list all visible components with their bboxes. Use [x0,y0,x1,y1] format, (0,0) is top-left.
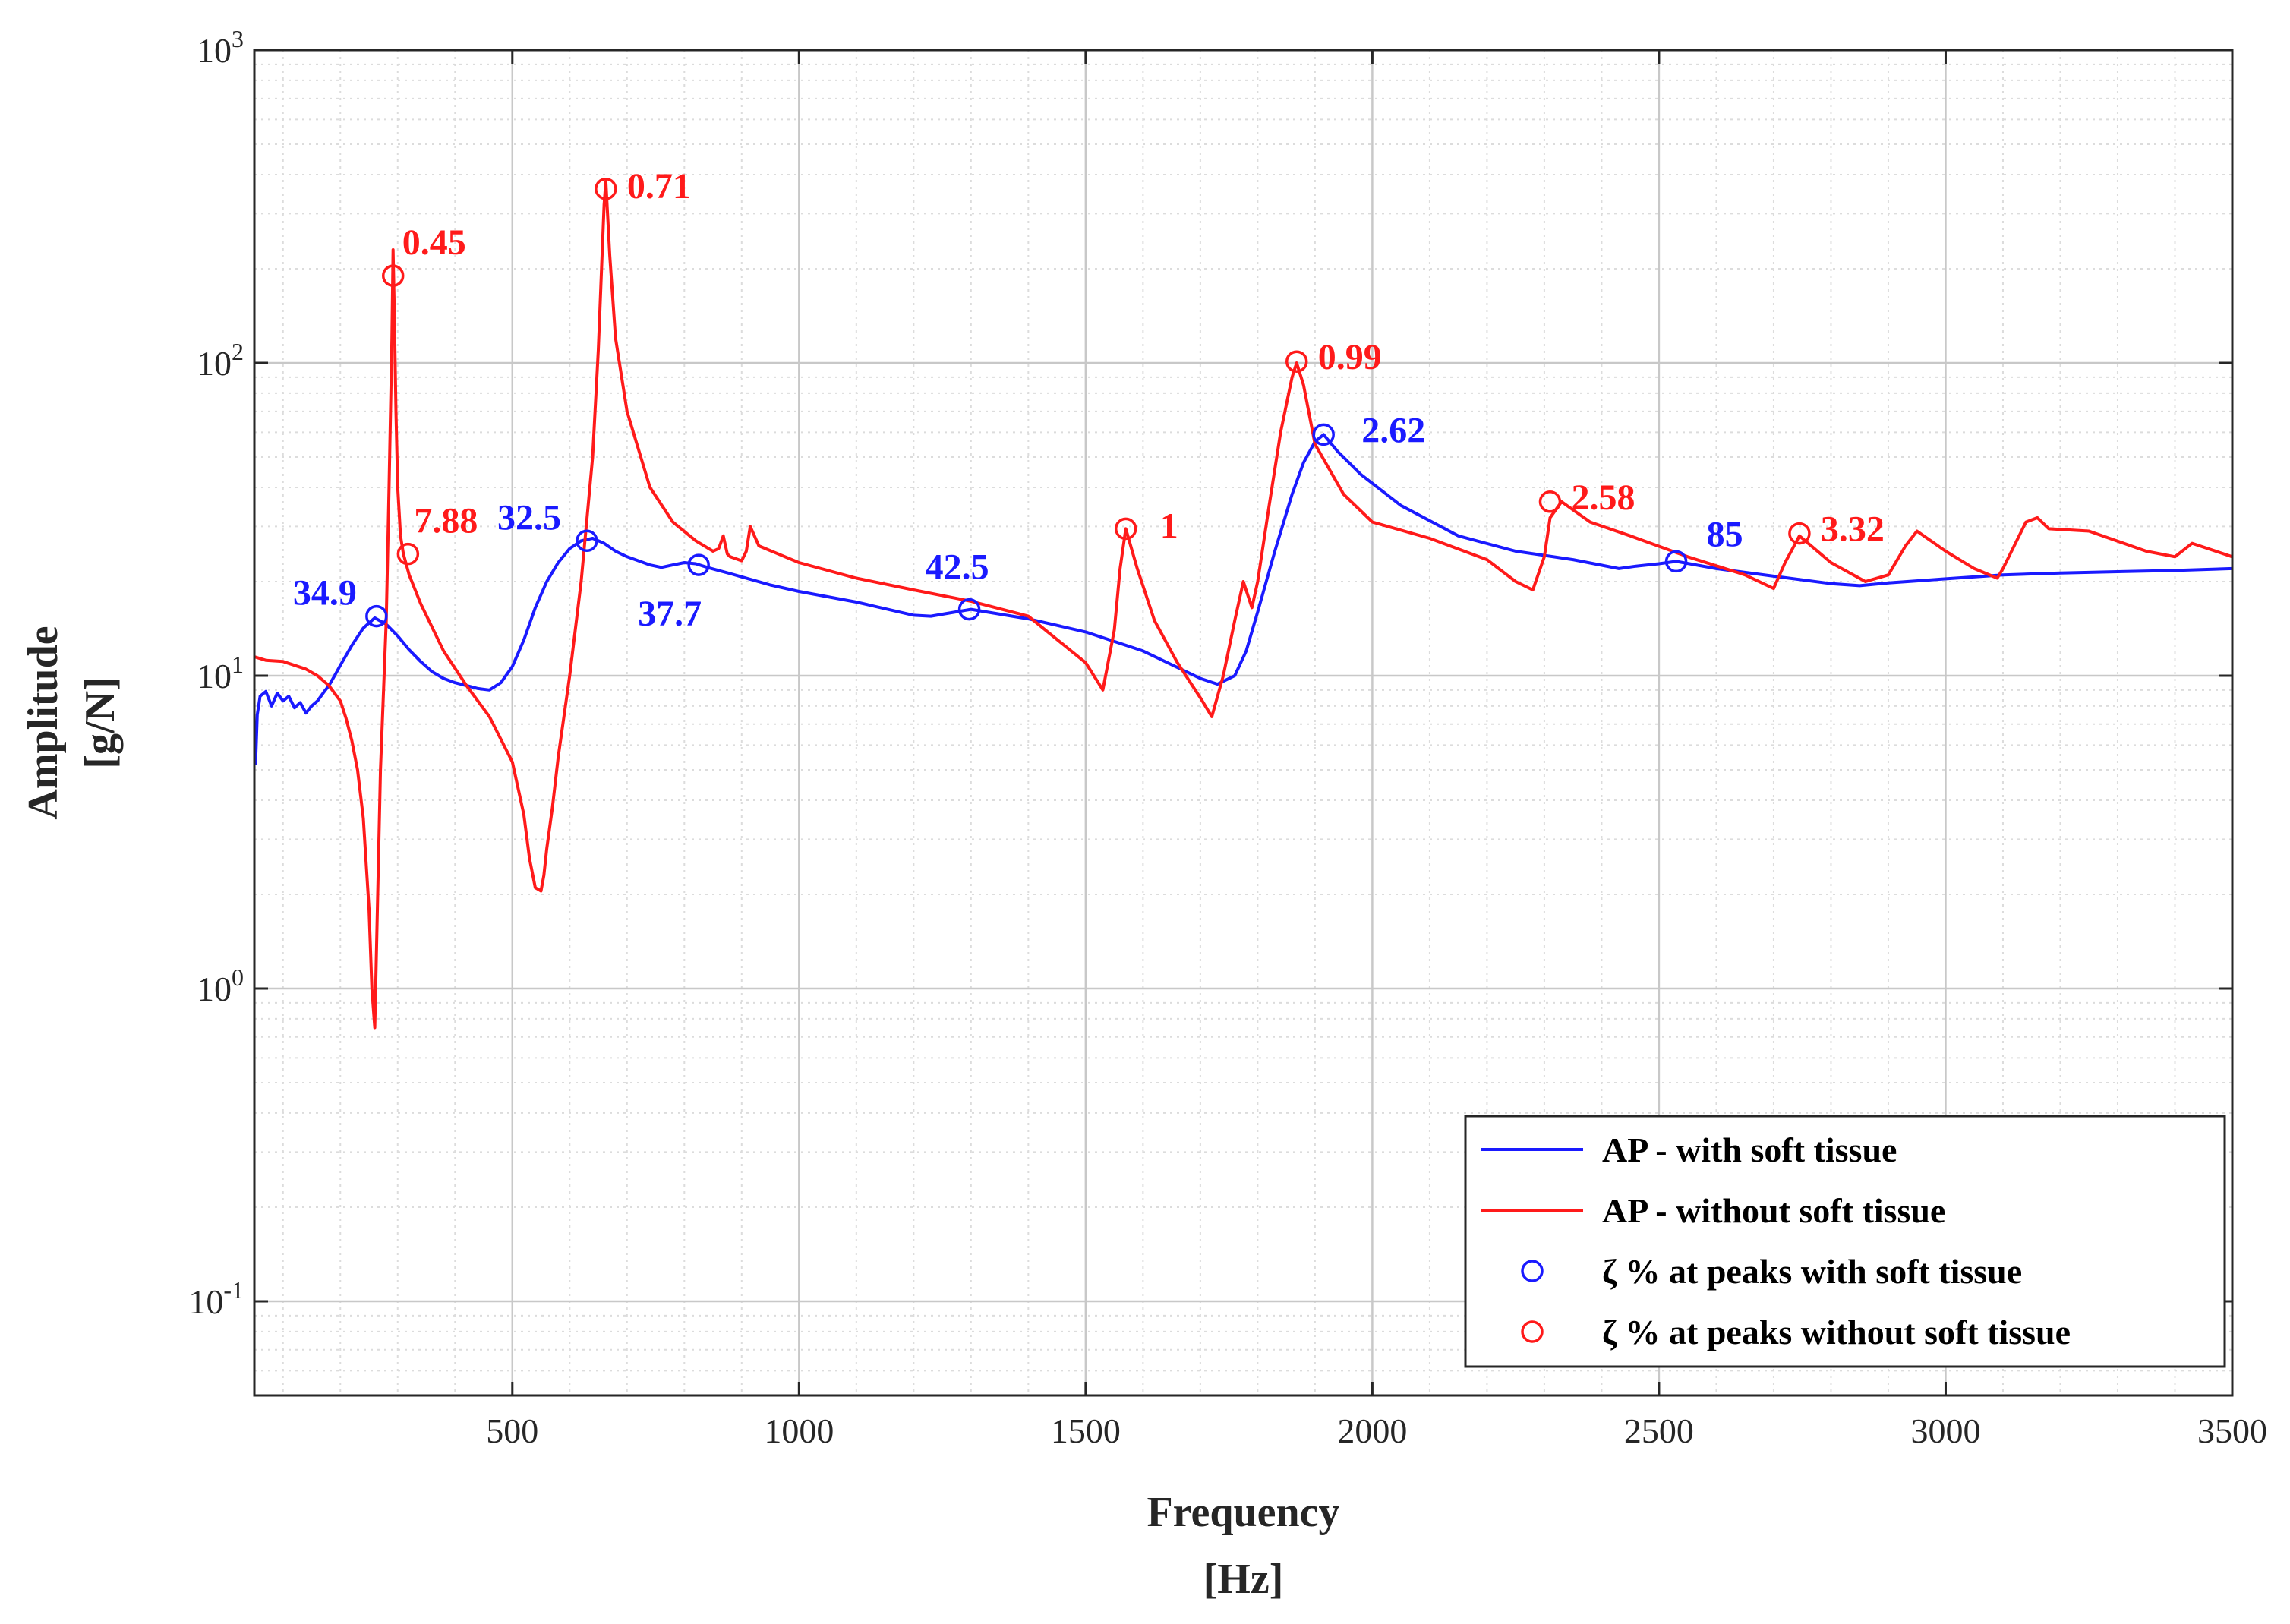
plot-frame [253,49,2234,1397]
y-tick-exponent: 2 [232,338,244,365]
ticks: 500 1000 1500 2000 2500 3000 35001031021011001… [188,25,2267,1450]
y-tick-base: 10 [188,1282,223,1321]
peak-marker-with [1664,550,1688,573]
y-tick-exponent: 1 [232,651,244,678]
legend-label: ζ % at peaks with soft tissue [1602,1252,2022,1291]
legend-label: AP - without soft tissue [1602,1191,1945,1230]
peak-marker-with [1312,423,1335,446]
damping-ratio-label: 0.45 [402,222,466,263]
y-tick-label: 10-1 [188,1276,244,1321]
y-tick-base: 10 [197,657,232,695]
x-tick-label: 500 [486,1411,538,1450]
x-axis-unit: [Hz] [1203,1556,1284,1603]
legend-label: ζ % at peaks without soft tissue [1602,1313,2071,1351]
peak-marker-without [396,542,420,566]
y-tick-exponent: 0 [232,963,244,991]
peak-marker-without [381,264,405,287]
peak-marker-without [595,178,617,200]
legend-marker-swatch [1521,1320,1544,1343]
y-tick-base: 10 [197,344,232,383]
y-tick-label: 100 [197,963,244,1008]
y-tick-base: 10 [197,970,232,1008]
x-tick-label: 2500 [1624,1411,1694,1450]
x-tick-label: 2000 [1337,1411,1407,1450]
y-tick-label: 102 [197,338,244,383]
x-tick-label: 1000 [764,1411,834,1450]
legend: AP - with soft tissue AP - without soft t… [1464,1115,2226,1368]
damping-ratio-label: 37.7 [638,594,702,634]
series-line-without-soft-tissue [254,180,2233,1030]
peak-marker-with [957,598,981,621]
y-tick-exponent: 3 [232,25,244,52]
damping-ratio-label: 0.99 [1318,337,1382,377]
x-tick-label: 3000 [1910,1411,1980,1450]
peak-marker-without [1788,522,1811,545]
peak-marker-without [1538,490,1562,513]
legend-marker-swatch [1521,1260,1544,1282]
peak-marker-without [1114,517,1137,541]
y-tick-label: 103 [197,25,244,70]
peak-marker-with [365,604,388,628]
damping-ratio-label: 0.71 [627,166,691,207]
peak-marker-with [576,529,598,553]
peak-marker-with [687,553,710,576]
x-axis-title: Frequency [1147,1489,1339,1536]
series-layer [254,180,2233,1030]
damping-ratio-label: 7.88 [414,501,478,541]
x-tick-label: 3500 [2197,1411,2267,1450]
y-tick-label: 101 [197,651,244,695]
damping-ratio-label: 2.62 [1361,410,1425,450]
damping-ratio-label: 42.5 [926,547,989,588]
legend-label: AP - with soft tissue [1602,1130,1897,1169]
y-axis-unit: [g/N] [77,676,124,768]
damping-ratio-label: 2.58 [1571,478,1635,518]
peak-marker-without [1285,350,1308,373]
damping-ratio-label: 3.32 [1821,509,1885,550]
damping-ratio-label: 34.9 [293,573,357,613]
axis-titles: Frequency [Hz] Amplitude [g/N] [20,626,1340,1603]
y-axis-title: Amplitude [20,626,67,819]
y-tick-exponent: -1 [223,1276,244,1304]
series-line-with-soft-tissue [254,433,2233,765]
damping-ratio-label: 1 [1160,506,1178,546]
x-tick-label: 1500 [1051,1411,1121,1450]
legend-box [1464,1115,2226,1368]
damping-ratio-label: 85 [1707,514,1743,554]
damping-ratio-label: 32.5 [497,497,561,538]
y-tick-base: 10 [197,31,232,70]
marker-layer: 34.9 32.5 37.7 42.5 2.62 85 0.45 7.88 0.71 1 0.99 2… [293,166,1885,634]
